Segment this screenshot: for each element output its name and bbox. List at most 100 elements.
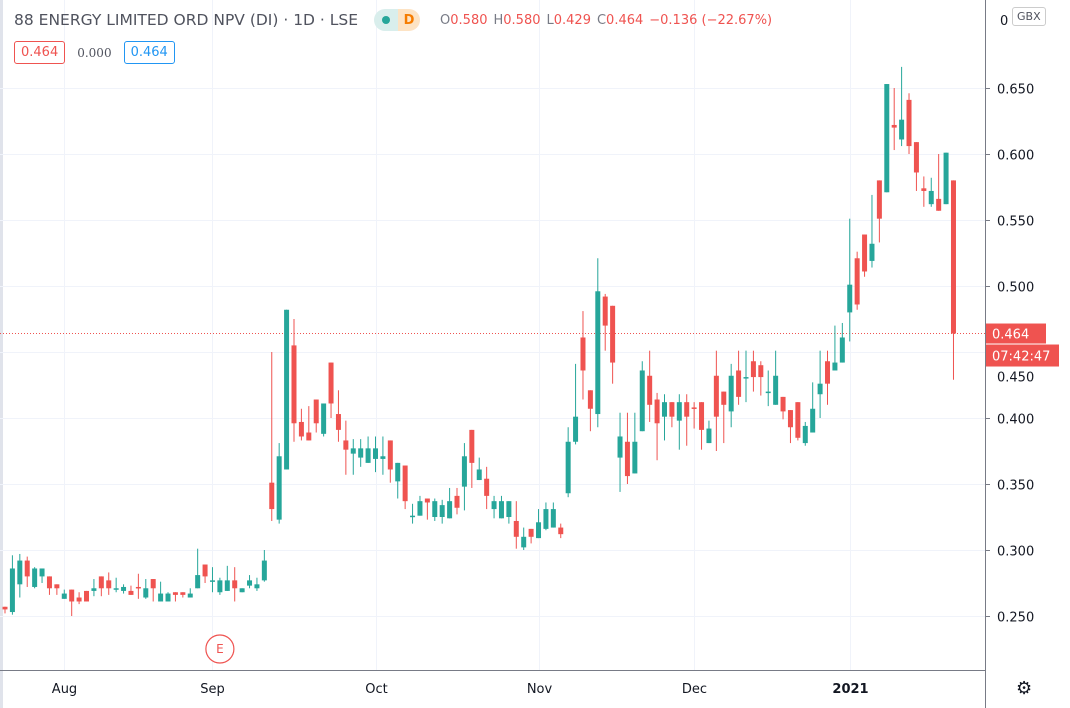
candle [195, 548, 201, 589]
candle-body [328, 362, 334, 404]
price-axis[interactable]: 0.650 0.600 0.550 0.500 0.450 0.400 0.350 0.300… [985, 83, 1034, 626]
symbol-title[interactable]: 88 ENERGY LIMITED ORD NPV (DI) · 1D · LS… [14, 11, 359, 29]
x-tick-label: Sep [200, 682, 225, 697]
candle-body [921, 188, 927, 191]
candle-body [432, 501, 438, 517]
candle [610, 305, 616, 384]
candle [862, 234, 868, 277]
candle [513, 501, 519, 549]
market-status-badge[interactable]: D [374, 9, 421, 31]
candle-body [9, 568, 15, 613]
chart-header: 88 ENERGY LIMITED ORD NPV (DI) · 1D · LS… [14, 9, 778, 31]
candle-body [373, 448, 378, 459]
candle [135, 573, 141, 599]
candle [39, 568, 45, 583]
candle [17, 553, 23, 598]
candle-body [691, 407, 697, 409]
candle-body [187, 593, 193, 598]
candle [432, 498, 438, 521]
candle [209, 567, 215, 593]
candle-body [684, 402, 690, 417]
candle [928, 177, 934, 207]
x-tick-label: Aug [52, 682, 77, 697]
candle-body [513, 520, 519, 537]
candle-body [232, 580, 238, 589]
candle-body [528, 528, 534, 537]
spread-value: 0.000 [77, 45, 112, 60]
candle [447, 487, 453, 519]
candle-body [343, 440, 349, 450]
sell-button[interactable]: 0.464 [14, 41, 66, 64]
candle-body [773, 375, 779, 405]
candle [617, 412, 623, 492]
candle-body [209, 580, 215, 582]
candle-body [410, 515, 416, 518]
candle-body [291, 345, 297, 424]
candle [654, 392, 660, 461]
candle-body [832, 362, 838, 371]
trade-row: 0.464 0.000 0.464 [14, 41, 175, 64]
candle [461, 443, 467, 511]
candle-body [817, 383, 823, 395]
candle [350, 439, 356, 475]
candle-body [2, 606, 8, 610]
candle [906, 93, 912, 154]
candle-body [632, 441, 638, 474]
candle [54, 584, 60, 595]
buy-button[interactable]: 0.464 [123, 41, 175, 64]
candle [913, 142, 919, 191]
x-tick-label: Oct [365, 682, 387, 697]
candle-body [306, 432, 312, 441]
low-label: L [546, 12, 554, 28]
candle-body [424, 498, 430, 503]
candle-body [506, 501, 512, 517]
ohlc-values: O0.580 H0.580 L0.429 C0.464 −0.136 (−22.67%) [440, 13, 778, 28]
earnings-marker[interactable]: E [205, 634, 235, 664]
candle [899, 66, 905, 147]
candle [498, 495, 504, 519]
candle-body [928, 190, 934, 205]
last-price-label: 0.464 [992, 328, 1029, 343]
candle [624, 412, 630, 484]
y-tick-label: 0.600 [997, 149, 1034, 164]
candle-body [313, 399, 319, 424]
candle [943, 152, 949, 205]
candle [721, 391, 727, 444]
candle [521, 527, 527, 550]
candle-body [158, 593, 164, 602]
candle-body [469, 429, 475, 463]
y-tick-label: 0.250 [997, 611, 1034, 626]
candle [543, 502, 549, 531]
candle-body [899, 119, 905, 140]
candle-body [239, 588, 245, 593]
candle [476, 457, 482, 481]
candle-body [787, 410, 793, 428]
candle [313, 399, 319, 433]
candle [558, 523, 564, 539]
candle-body [17, 560, 23, 585]
candle-body [750, 361, 756, 378]
candle [335, 390, 341, 442]
candle-body [135, 586, 141, 589]
candle-body [402, 465, 408, 502]
candle [239, 588, 245, 593]
candle-body [298, 421, 304, 437]
candle-body [891, 124, 897, 128]
gear-icon[interactable]: ⚙ [1016, 678, 1033, 699]
price-axis-top-label: 0 [1000, 14, 1008, 29]
change-value: −0.136 (−22.67%) [649, 12, 773, 28]
time-axis[interactable]: Aug Sep Oct Nov Dec 2021 [52, 682, 869, 697]
candle [128, 585, 134, 595]
candle [847, 218, 853, 342]
candle-body [254, 584, 260, 589]
candle [158, 581, 164, 602]
currency-label[interactable]: GBX [1012, 7, 1046, 26]
candle-body [46, 576, 52, 589]
candle [61, 589, 67, 599]
candle-body [202, 564, 208, 577]
candle [84, 590, 90, 602]
left-edge [0, 0, 3, 708]
candle-body [906, 99, 912, 147]
candle [684, 394, 690, 446]
